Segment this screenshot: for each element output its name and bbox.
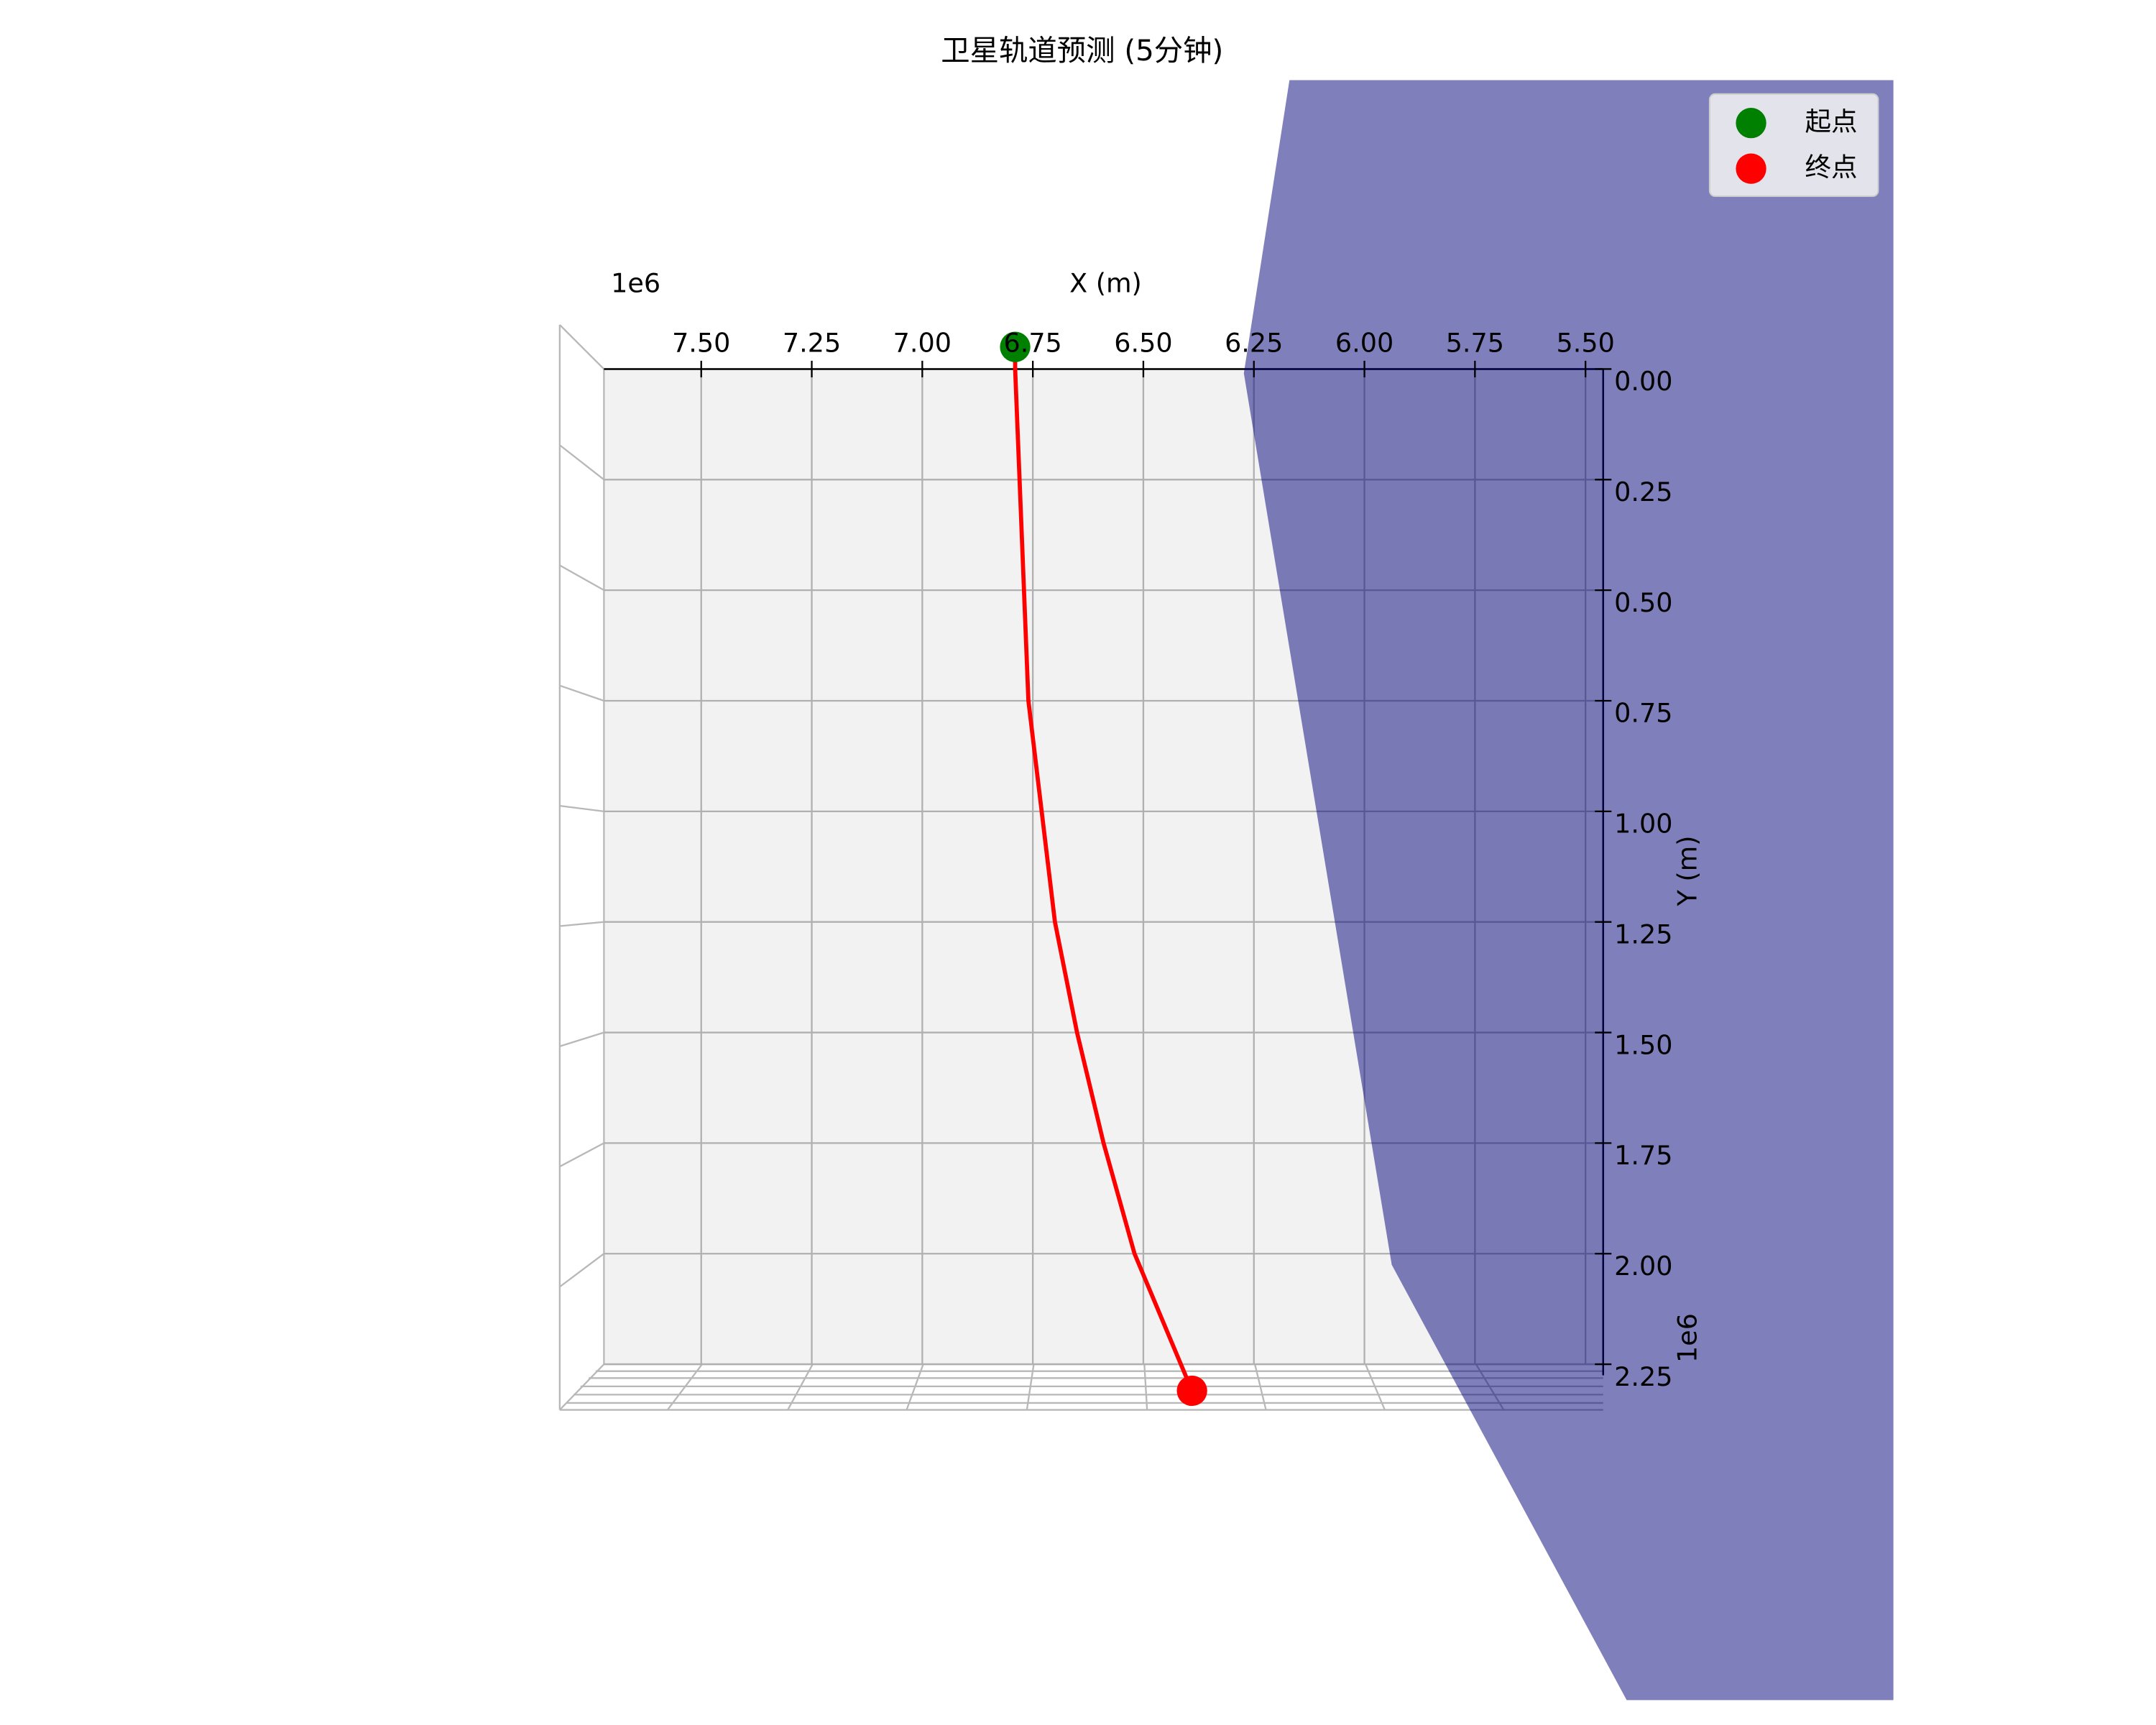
x-tick-label: 6.50 [1114,327,1172,358]
y-tick-label: 0.50 [1614,587,1672,618]
x-tick-label: 6.00 [1335,327,1393,358]
pane-edges [558,324,1603,1411]
x-tick-label: 5.75 [1446,327,1504,358]
y-tick-label: 2.25 [1614,1361,1672,1392]
surface-plane [1243,80,1894,1701]
y-offset: 1e6 [1672,1313,1703,1363]
x-tick-label: 7.25 [783,327,841,358]
y-tick-label: 1.00 [1614,809,1672,840]
y-tick-label: 1.25 [1614,919,1672,949]
x-offset: 1e6 [611,268,660,299]
point-marker [1000,331,1031,362]
y-tick-label: 0.25 [1614,477,1672,507]
y-tick-label: 0.75 [1614,698,1672,729]
chart-title: 卫星轨道预测 (5分钟) [941,34,1223,68]
legend-marker [1736,108,1766,139]
point-marker [1176,1375,1207,1407]
y-tick-label: 1.50 [1614,1029,1672,1060]
x-axis-label: X (m) [1069,268,1142,299]
y-tick-label: 2.00 [1614,1251,1672,1282]
x-tick-label: 7.00 [893,327,952,358]
x-tick-label: 6.25 [1225,327,1283,358]
legend-label: 终点 [1805,152,1858,183]
data-marks [1000,331,1207,1407]
x-tick-label: 6.75 [1003,327,1061,358]
trajectory-line [1013,346,1194,1392]
labels: 7.50 7.25 7.00 6.75 6.50 6.25 6.00 5.75 5.50 0.00… [672,327,1672,1392]
x-tick-label: 5.50 [1557,327,1615,358]
y-tick-label: 1.75 [1614,1140,1672,1171]
legend-label: 起点 [1805,106,1858,137]
y-tick-label: 0.00 [1614,366,1672,397]
x-tick-label: 7.50 [672,327,730,358]
y-axis-label: Y (m) [1672,836,1703,907]
legend-marker [1736,153,1766,184]
